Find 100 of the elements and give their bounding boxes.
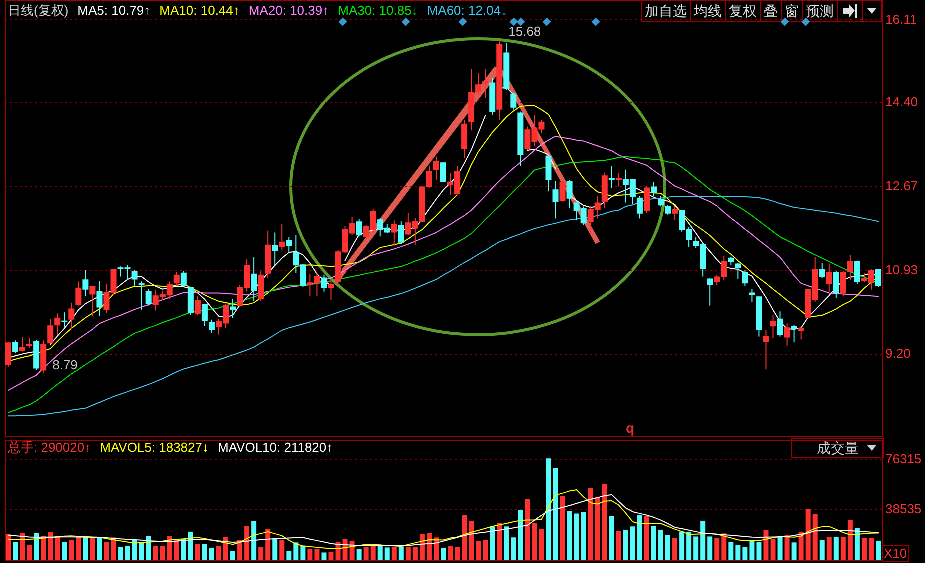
candlestick [96, 280, 103, 317]
y-tick-label: 76315 [886, 452, 922, 467]
candlestick [194, 296, 201, 316]
bar [27, 545, 32, 560]
bar [76, 536, 82, 560]
bar [370, 546, 376, 560]
candlestick [742, 270, 748, 286]
candlestick [286, 236, 292, 254]
candlestick [791, 324, 798, 344]
y-tick-label: 38535 [886, 502, 922, 517]
annotation: 8.79 [52, 358, 78, 373]
candlestick [12, 340, 19, 354]
candlestick [644, 186, 650, 214]
bar [420, 534, 425, 560]
candlestick [132, 270, 138, 287]
bar [195, 544, 200, 560]
bar [694, 536, 699, 560]
bar [455, 547, 460, 560]
bar [434, 538, 439, 560]
bar [6, 534, 12, 560]
candlestick [20, 336, 26, 352]
candlestick [847, 254, 854, 281]
bar [139, 542, 144, 560]
bar [666, 534, 671, 560]
bar [770, 539, 776, 560]
bar [602, 484, 608, 560]
bar [104, 542, 110, 560]
bar [546, 458, 552, 560]
bar [567, 511, 572, 560]
y-tick-label: 9.20 [886, 346, 911, 362]
bar [532, 523, 538, 560]
bar [728, 542, 734, 560]
bar [518, 510, 524, 560]
bar [90, 538, 96, 560]
bar [616, 531, 622, 560]
bar [153, 546, 158, 560]
bar [792, 542, 797, 560]
bar [328, 552, 334, 560]
bar [623, 530, 628, 560]
bar [756, 542, 762, 560]
bar [125, 546, 130, 560]
bar [258, 547, 264, 560]
annotation: 成交量 [817, 440, 859, 458]
candlestick [749, 288, 756, 303]
bar [854, 528, 860, 560]
candlestick [174, 272, 180, 286]
bar [224, 536, 229, 560]
candlestick [763, 330, 770, 370]
bar [798, 532, 804, 560]
annotation: q [626, 420, 635, 436]
bar [132, 540, 138, 560]
y-tick-label: 12.67 [886, 178, 918, 194]
bar [700, 520, 706, 560]
bar [574, 514, 580, 560]
candlestick [798, 326, 804, 340]
bar [784, 535, 790, 560]
bar [630, 526, 636, 560]
candlestick [665, 204, 672, 216]
bar [209, 548, 214, 560]
candlestick [566, 180, 573, 210]
text: MAVOL5: 183827↓ [100, 440, 209, 455]
candlestick [321, 274, 328, 292]
bar [62, 542, 68, 560]
candlestick [6, 342, 12, 368]
candlestick [636, 196, 643, 220]
bar [876, 540, 881, 560]
candlestick [90, 286, 96, 317]
text: MA30: 10.85↓ [338, 3, 418, 18]
bar [202, 544, 208, 560]
candlestick [146, 288, 152, 306]
bar [280, 540, 285, 560]
bar [497, 523, 502, 560]
bar [868, 538, 874, 560]
bar [364, 547, 369, 560]
candlestick [202, 303, 208, 327]
bar [188, 532, 194, 560]
candlestick [391, 220, 398, 246]
candlestick [826, 263, 832, 292]
candlestick [82, 270, 89, 297]
bar [83, 538, 88, 560]
candlestick [208, 319, 215, 334]
bar [504, 526, 510, 560]
bar [272, 538, 278, 560]
bar [806, 509, 811, 560]
bar [308, 549, 313, 560]
annotation: 15.68 [508, 24, 542, 40]
candlestick [770, 314, 776, 339]
bar [483, 540, 488, 560]
bar [69, 540, 74, 560]
candlestick [328, 280, 334, 301]
candlestick [608, 166, 615, 189]
bar [848, 520, 853, 560]
bar [181, 539, 186, 560]
bar [539, 529, 544, 560]
bar [840, 536, 846, 560]
text: MAVOL10: 211820↑ [218, 440, 334, 455]
bar [55, 536, 60, 560]
bar [384, 548, 390, 560]
bar [644, 516, 650, 560]
candlestick [784, 323, 790, 347]
